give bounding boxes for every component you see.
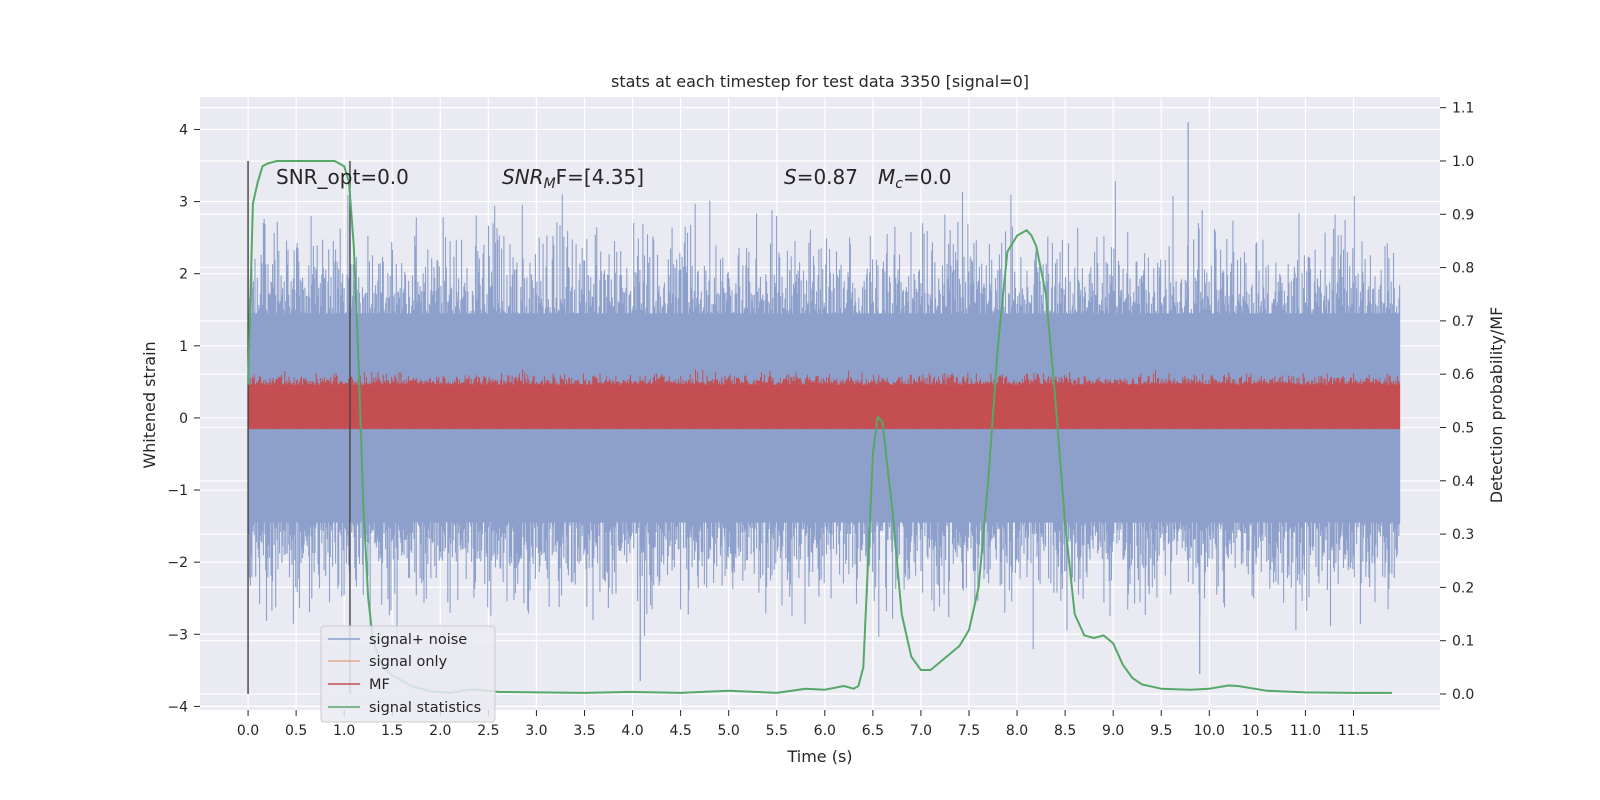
- x-tick-label: 2.0: [429, 723, 451, 739]
- x-tick-label: 4.5: [669, 723, 691, 739]
- legend-label-signal-only: signal only: [369, 654, 448, 670]
- x-tick-label: 3.0: [525, 723, 547, 739]
- y2-tick-label: 1.1: [1452, 101, 1474, 117]
- y2-tick-label: 0.8: [1452, 261, 1474, 277]
- marker-lines: [247, 160, 351, 695]
- y-tick-label: 1: [179, 339, 188, 355]
- legend-label-signal-noise: signal+ noise: [369, 632, 467, 648]
- annotation-mc-value: =0.0: [903, 165, 952, 189]
- x-tick-label: 6.0: [814, 723, 836, 739]
- y-tick-label: 0: [179, 411, 188, 427]
- signal-statistics-series: [247, 160, 1392, 694]
- legend-label-mf: MF: [369, 677, 390, 693]
- y-tick-label: 2: [179, 267, 188, 283]
- y-tick-label: −4: [167, 699, 188, 715]
- plot-content: [247, 122, 1401, 695]
- y2-tick-label: 0.7: [1452, 314, 1474, 330]
- x-tick-label: 7.5: [958, 723, 980, 739]
- annotation-snr-mf-tail: F=[4.35]: [556, 165, 644, 189]
- y2-tick-label: 0.4: [1452, 474, 1474, 490]
- y2-tick-label: 0.1: [1452, 634, 1474, 650]
- x-tick-label: 10.0: [1194, 723, 1225, 739]
- x-tick-label: 8.0: [1006, 723, 1028, 739]
- x-tick-label: 1.0: [333, 723, 355, 739]
- chart-title: stats at each timestep for test data 335…: [611, 72, 1029, 91]
- legend-box: [320, 625, 496, 723]
- annotation-snr-opt: SNR_opt=0.0: [276, 165, 409, 189]
- annotation-s: S=0.87: [784, 165, 858, 189]
- x-tick-label: 11.0: [1290, 723, 1321, 739]
- x-tick-label: 9.5: [1150, 723, 1172, 739]
- annotation-snr-mf: SNRMF=[4.35]: [502, 165, 644, 192]
- y2-axis-ticks: 1.1 1.0 0.9 0.8 0.7 0.6 0.5 0.4 0.3 0.2 0.1 0.0: [1440, 101, 1474, 703]
- x-axis-ticks: 0.0 0.5 1.0 1.5 2.0 2.5 3.0 3.5 4.0 4.5 5.0 5.5 6.0 6…: [237, 710, 1369, 739]
- x-tick-label: 8.5: [1054, 723, 1076, 739]
- x-tick-label: 5.5: [766, 723, 788, 739]
- x-tick-label: 6.5: [862, 723, 884, 739]
- annotation-mc-sub: c: [895, 176, 903, 192]
- y-axis-ticks: 4 3 2 1 0 −1 −2 −3 −4: [167, 122, 200, 715]
- mf-series: [247, 369, 1401, 430]
- x-tick-label: 10.5: [1242, 723, 1273, 739]
- annotation-snr-mf-base: SNR: [502, 165, 544, 189]
- y2-tick-label: 0.5: [1452, 420, 1474, 436]
- x-tick-label: 0.5: [285, 723, 307, 739]
- legend-label-signal-statistics: signal statistics: [369, 700, 481, 716]
- legend: signal+ noise signal only MF signal stat…: [320, 625, 496, 723]
- y2-tick-label: 0.2: [1452, 580, 1474, 596]
- x-tick-label: 3.5: [573, 723, 595, 739]
- y2-tick-label: 0.0: [1452, 687, 1474, 703]
- y-tick-label: −1: [167, 483, 188, 499]
- annotation-s-value: =0.87: [797, 165, 858, 189]
- y2-tick-label: 1.0: [1452, 154, 1474, 170]
- x-tick-label: 5.0: [718, 723, 740, 739]
- y2-axis-label: Detection probability/MF: [1487, 307, 1506, 504]
- y-tick-label: −2: [167, 555, 188, 571]
- signal-statistics-line: [247, 160, 1392, 694]
- x-tick-label: 1.5: [381, 723, 403, 739]
- annotation-s-label: S: [784, 165, 797, 189]
- y2-tick-label: 0.6: [1452, 367, 1474, 383]
- y2-tick-label: 0.3: [1452, 527, 1474, 543]
- annotation-mc: Mc=0.0: [878, 165, 952, 192]
- y-axis-label: Whitened strain: [140, 341, 159, 468]
- y2-tick-label: 0.9: [1452, 207, 1474, 223]
- annotation-snr-mf-sub: M: [544, 176, 556, 192]
- x-tick-label: 7.0: [910, 723, 932, 739]
- y-tick-label: 4: [179, 122, 188, 138]
- x-axis-label: Time (s): [786, 747, 852, 766]
- y-tick-label: −3: [167, 627, 188, 643]
- x-tick-label: 4.0: [621, 723, 643, 739]
- annotation-mc-base: M: [878, 165, 895, 189]
- x-tick-label: 11.5: [1338, 723, 1369, 739]
- y-tick-label: 3: [179, 195, 188, 211]
- x-tick-label: 0.0: [237, 723, 259, 739]
- x-tick-label: 9.0: [1102, 723, 1124, 739]
- x-tick-label: 2.5: [477, 723, 499, 739]
